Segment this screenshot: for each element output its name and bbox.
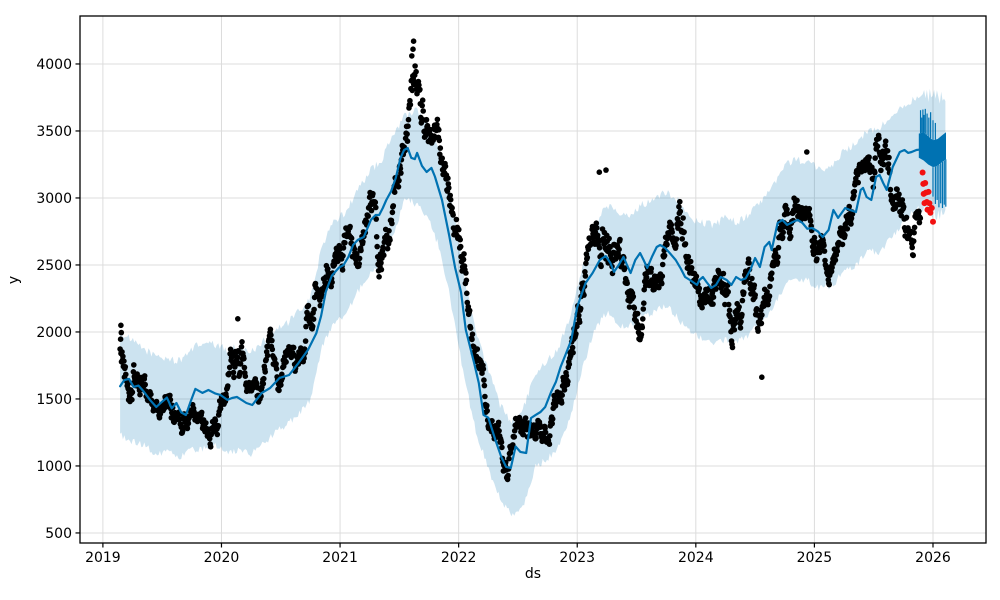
x-tick-label: 2026 (915, 550, 951, 566)
y-tick-label: 500 (45, 526, 72, 542)
plot-border (79, 15, 987, 544)
x-tick-label: 2024 (678, 550, 714, 566)
y-axis-label: y (6, 275, 22, 285)
future-ribbon-area (918, 132, 946, 168)
yhat-line (119, 146, 920, 470)
y-tick-label: 2500 (36, 258, 72, 274)
y-tick-label: 2000 (36, 325, 72, 341)
y-tick-label: 3500 (36, 124, 72, 140)
x-tick-label: 2023 (559, 550, 595, 566)
y-tick-label: 3000 (36, 191, 72, 207)
x-axis-label: ds (524, 566, 542, 582)
x-tick-label: 2020 (204, 550, 240, 566)
x-tick-label: 2022 (441, 550, 477, 566)
x-tick-label: 2021 (322, 550, 358, 566)
x-tick-label: 2025 (797, 550, 833, 566)
y-tick-label: 1000 (36, 459, 72, 475)
x-axis: 2019 2020 2021 2022 2023 2024 2025 2026 (85, 543, 951, 566)
anomaly-points (919, 169, 936, 225)
y-tick-label: 1500 (36, 392, 72, 408)
x-tick-label: 2019 (85, 550, 121, 566)
y-tick-label: 4000 (36, 57, 72, 73)
forecast-line (119, 146, 920, 470)
future-forecast-ribbon (918, 108, 947, 209)
y-axis: 500 1000 1500 2000 2500 3000 3500 4000 (36, 57, 80, 542)
